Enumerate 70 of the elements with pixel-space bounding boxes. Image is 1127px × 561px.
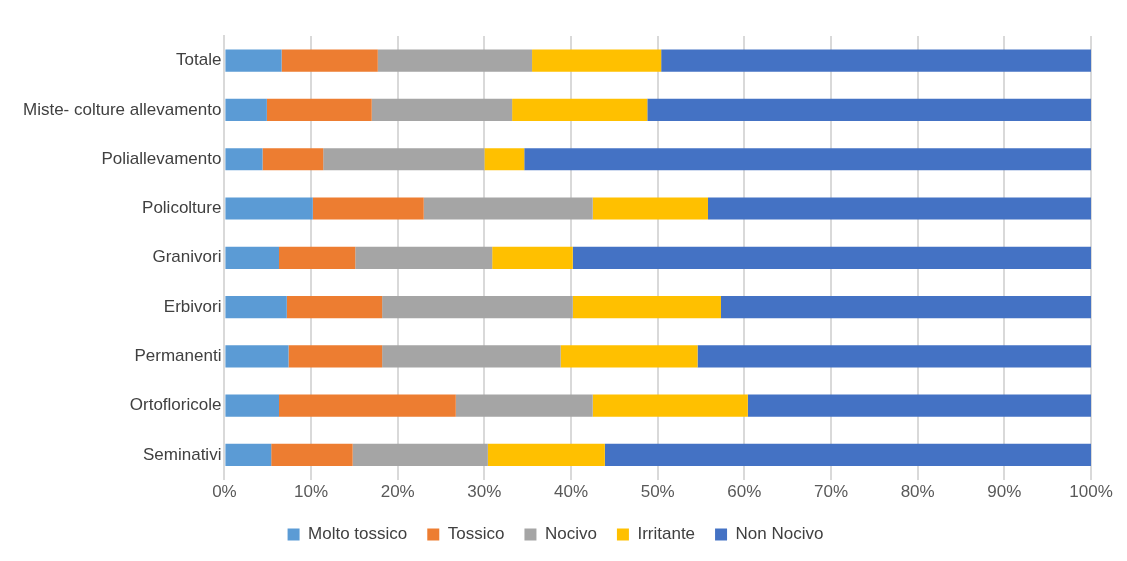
bar (747, 394, 1091, 417)
x-tick-label: 10% (294, 482, 329, 502)
legend-label: Molto tossico (308, 524, 408, 544)
x-tick-label: 80% (900, 482, 935, 502)
y-tick-label: Permanenti (134, 346, 222, 366)
x-tick-label: 0% (212, 482, 237, 502)
x-tick-label: 40% (554, 482, 589, 502)
x-tick-label: 90% (987, 482, 1022, 502)
bar (266, 98, 372, 122)
bar (262, 148, 324, 171)
bar (492, 246, 573, 269)
bar (524, 148, 1091, 171)
bar (661, 49, 1091, 72)
y-tick-label: Policolture (142, 198, 222, 218)
bar (352, 443, 488, 467)
legend-label: Non Nocivo (735, 524, 824, 544)
bar (323, 148, 485, 171)
y-tick-label: Seminativi (142, 444, 222, 464)
bar (225, 394, 280, 417)
bar (592, 394, 748, 417)
bar (355, 246, 493, 269)
legend-label: Irritante (637, 524, 696, 544)
bar (271, 443, 353, 467)
bar (720, 296, 1091, 319)
bar (604, 443, 1091, 467)
bar (312, 197, 424, 220)
bar (225, 49, 282, 72)
bar (423, 197, 593, 220)
bar (572, 246, 1091, 269)
bar (225, 148, 263, 171)
x-tick-label: 50% (640, 482, 675, 502)
y-tick-label: Erbivori (163, 296, 222, 316)
bar (382, 345, 561, 368)
bar (697, 345, 1091, 368)
y-tick-label: Granivori (152, 247, 222, 267)
y-tick-label: Miste- colture allevamento (22, 99, 222, 119)
x-tick-label: 100% (1069, 482, 1113, 502)
bar (455, 394, 593, 417)
bar (225, 345, 289, 368)
x-tick-label: 30% (467, 482, 502, 502)
bar (647, 98, 1091, 122)
bar (572, 296, 721, 319)
bar (592, 197, 708, 220)
bar (532, 49, 662, 72)
bar (225, 296, 287, 319)
bar (281, 49, 378, 72)
bar (288, 345, 383, 368)
x-tick-label: 70% (814, 482, 849, 502)
x-tick-label: 60% (727, 482, 762, 502)
bar (225, 246, 280, 269)
bar (560, 345, 698, 368)
bar (484, 148, 525, 171)
bar (371, 98, 513, 122)
y-tick-label: Poliallevamento (101, 148, 222, 168)
bar (512, 98, 648, 122)
bar (487, 443, 605, 467)
legend-label: Nocivo (544, 524, 597, 544)
bar (286, 296, 383, 319)
y-tick-label: Ortofloricole (129, 395, 222, 415)
y-tick-label: Totale (176, 50, 222, 70)
bar (279, 394, 456, 417)
bar (382, 296, 573, 319)
legend-label: Tossico (447, 524, 505, 544)
bar (279, 246, 356, 269)
bar (225, 98, 267, 122)
bar (225, 443, 272, 467)
bar (377, 49, 533, 72)
bar (225, 197, 313, 220)
x-tick-label: 20% (380, 482, 415, 502)
bar (707, 197, 1091, 220)
